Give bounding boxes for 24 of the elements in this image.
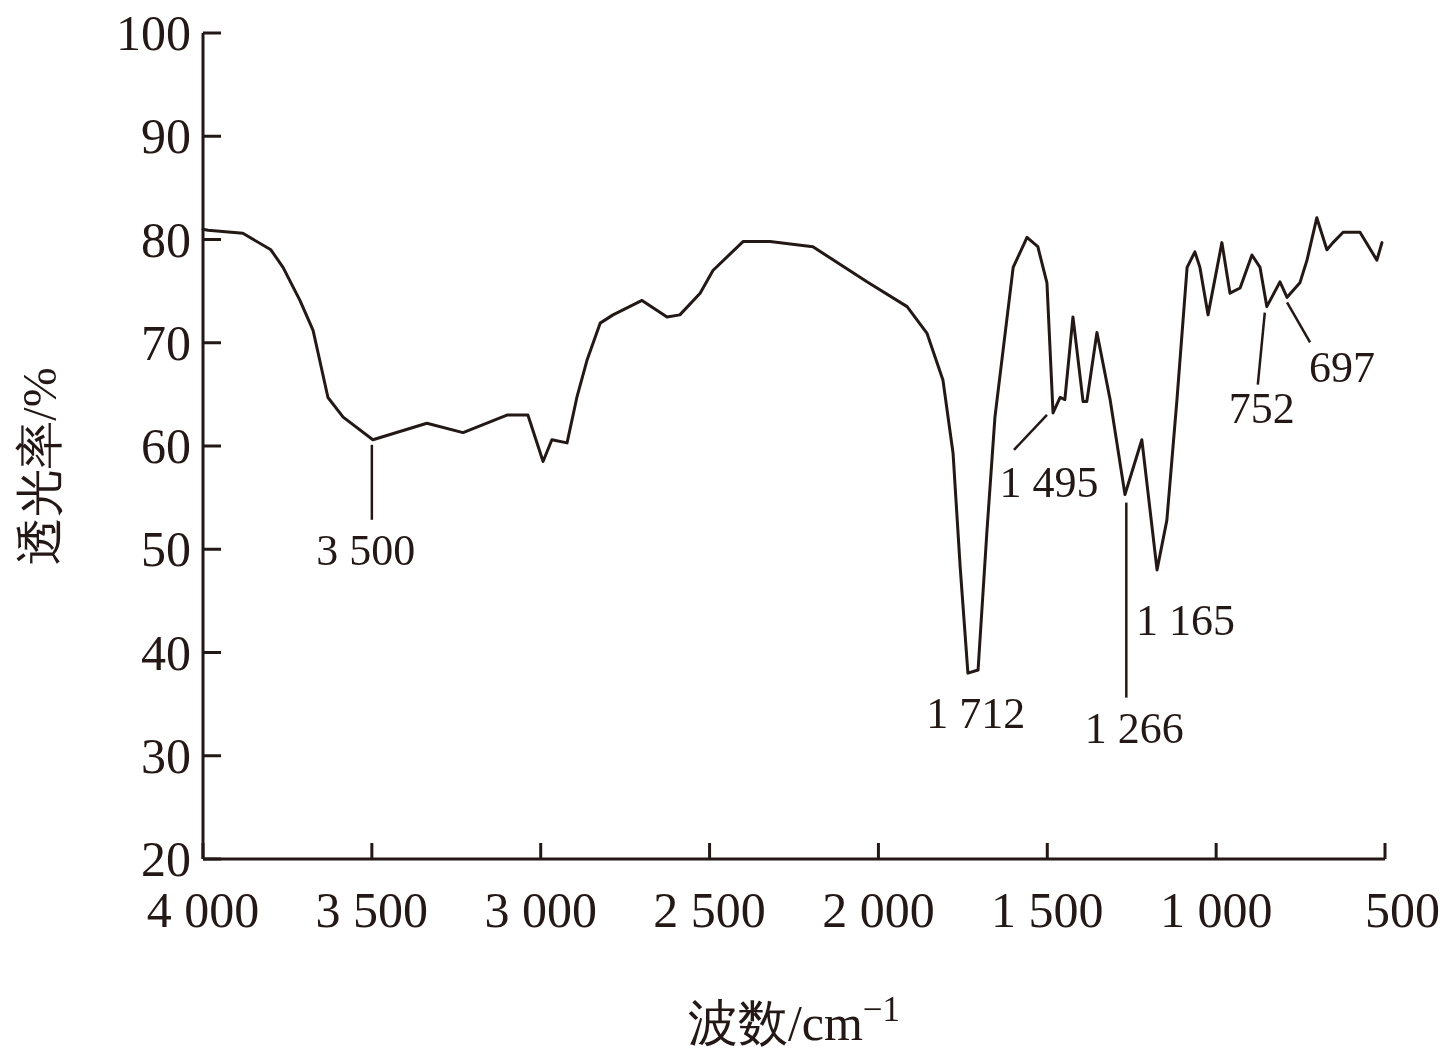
annotation: 1 495 [999,457,1099,507]
annotation: 3 500 [316,525,416,575]
annotation: 1 712 [926,688,1026,738]
y-tick-label: 100 [116,5,191,61]
x-tick-label: 1 000 [1159,882,1273,938]
y-axis-title: 透光率/% [13,367,66,565]
x-tick-label: 500 [1365,882,1440,938]
y-tick-label: 90 [141,108,191,165]
y-tick-label: 70 [141,314,191,371]
y-tick-label: 40 [141,624,191,681]
y-tick-label: 30 [141,727,191,784]
annotation: 697 [1309,342,1376,392]
x-tick-label: 1 500 [991,882,1104,938]
y-tick-label: 60 [141,418,191,474]
x-tick-label: 2 000 [822,882,935,938]
x-axis-title: 波数/cm$^{−1}$ [687,989,901,1051]
y-tick-label: 50 [141,521,191,578]
y-tick-label: 80 [141,211,191,268]
x-tick-label: 2 500 [653,882,766,938]
annotation: 1 266 [1084,703,1184,753]
x-tick-label: 3 000 [484,882,597,938]
annotation: 1 165 [1135,595,1235,645]
annotation: 752 [1228,383,1295,433]
x-tick-label: 3 500 [315,882,429,938]
